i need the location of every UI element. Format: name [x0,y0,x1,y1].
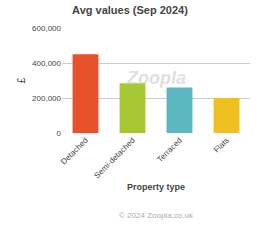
svg-text:600,000: 600,000 [32,24,61,33]
svg-text:Flats: Flats [212,136,231,155]
svg-text:Terraced: Terraced [155,136,183,164]
svg-text:Avg values (Sep 2024): Avg values (Sep 2024) [72,4,188,16]
svg-text:£: £ [16,77,27,83]
svg-text:© 2024 Zoopla.co.uk: © 2024 Zoopla.co.uk [119,211,194,220]
svg-text:Detached: Detached [59,136,90,167]
svg-text:Semi-detached: Semi-detached [92,136,136,180]
svg-text:0: 0 [57,129,62,138]
svg-text:400,000: 400,000 [32,59,61,68]
svg-text:Zoopla: Zoopla [126,68,186,88]
svg-text:200,000: 200,000 [32,94,61,103]
svg-text:Property type: Property type [127,182,185,192]
